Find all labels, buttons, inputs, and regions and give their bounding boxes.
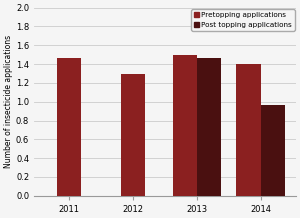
Bar	[121, 73, 145, 196]
Bar	[261, 106, 285, 196]
Bar	[172, 55, 197, 196]
Bar	[236, 64, 261, 196]
Bar	[197, 58, 221, 196]
Y-axis label: Number of insecticide applications: Number of insecticide applications	[4, 35, 13, 168]
Bar	[57, 58, 81, 196]
Legend: Pretopping applications, Post topping applications: Pretopping applications, Post topping ap…	[191, 9, 295, 31]
